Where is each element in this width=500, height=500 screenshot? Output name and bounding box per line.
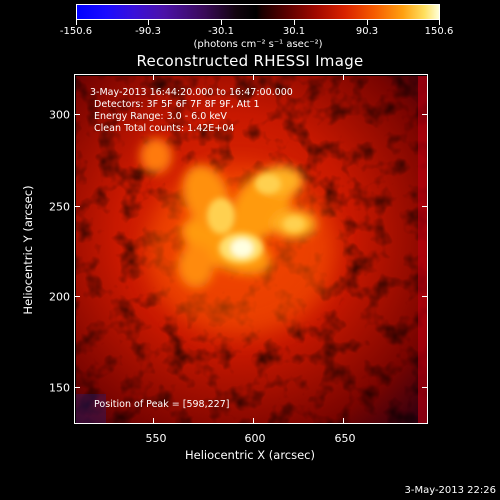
x-tick-label: 600 [244, 432, 266, 445]
y-tick-label: 150 [49, 381, 70, 395]
x-tick-label: 650 [334, 432, 356, 445]
colorbar-label: 90.3 [355, 26, 379, 37]
plot-title: Reconstructed RHESSI Image [136, 52, 364, 70]
colorbar-label: -150.6 [59, 26, 93, 37]
y-tick [422, 114, 428, 115]
image-plot: 3-May-2013 16:44:20.000 to 16:47:00.000 … [74, 74, 428, 424]
colorbar-label: -90.3 [135, 26, 161, 37]
x-tick [153, 418, 154, 424]
y-tick [422, 206, 428, 207]
colorbar-tick [221, 20, 222, 25]
colorbar-tick [294, 20, 295, 25]
y-tick-label: 300 [49, 108, 70, 122]
y-axis-title: Heliocentric Y (arcsec) [21, 185, 35, 315]
peak-position-label: Position of Peak = [598,227] [94, 399, 230, 410]
timestamp: 3-May-2013 22:26 [404, 485, 496, 496]
y-tick [74, 114, 80, 115]
y-tick-label: 200 [49, 290, 70, 304]
y-tick [422, 296, 428, 297]
y-tick [74, 206, 80, 207]
x-tick-label: 550 [145, 432, 167, 445]
time-range-label: 3-May-2013 16:44:20.000 to 16:47:00.000 [90, 87, 293, 98]
colorbar-label: 150.6 [424, 26, 454, 37]
x-axis-title: Heliocentric X (arcsec) [185, 448, 315, 462]
y-tick-label: 250 [49, 200, 70, 214]
colorbar [76, 4, 440, 20]
colorbar-tick [367, 20, 368, 25]
x-tick [253, 418, 254, 424]
flare-image [76, 76, 427, 423]
x-tick [343, 74, 344, 80]
colorbar-tick [439, 20, 440, 25]
x-tick [153, 74, 154, 80]
colorbar-tick [148, 20, 149, 25]
detectors-label: Detectors: 3F 5F 6F 7F 8F 9F, Att 1 [94, 99, 260, 110]
colorbar-label: -30.1 [208, 26, 234, 37]
x-tick [343, 418, 344, 424]
energy-range-label: Energy Range: 3.0 - 6.0 keV [94, 111, 227, 122]
colorbar-label: 30.1 [282, 26, 306, 37]
x-tick [253, 74, 254, 80]
colorbar-tick [76, 20, 77, 25]
colorbar-units: (photons cm⁻² s⁻¹ asec⁻²) [193, 39, 323, 50]
y-tick [74, 387, 80, 388]
clean-counts-label: Clean Total counts: 1.42E+04 [94, 123, 235, 134]
y-tick [422, 387, 428, 388]
y-tick [74, 296, 80, 297]
